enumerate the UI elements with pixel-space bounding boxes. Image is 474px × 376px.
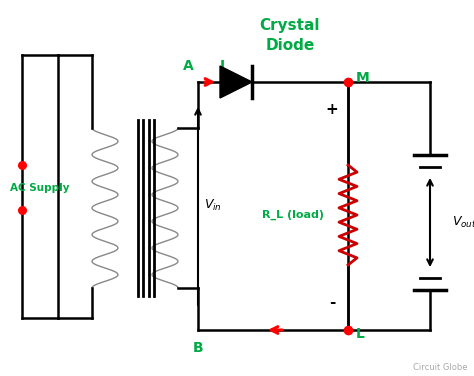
Text: $V_{out}$: $V_{out}$ [452, 215, 474, 230]
Text: $V_{in}$: $V_{in}$ [204, 197, 222, 212]
Text: Diode: Diode [265, 38, 315, 53]
Text: Circuit Globe: Circuit Globe [413, 363, 468, 372]
Polygon shape [220, 66, 252, 98]
Text: L: L [356, 327, 365, 341]
Text: -: - [329, 294, 335, 309]
Text: +: + [326, 103, 338, 117]
Text: AC Supply: AC Supply [10, 183, 70, 193]
Text: B: B [193, 341, 203, 355]
Text: I: I [219, 59, 225, 73]
Text: R_L (load): R_L (load) [262, 210, 324, 220]
Text: M: M [356, 71, 370, 85]
Text: A: A [182, 59, 193, 73]
Text: Crystal: Crystal [260, 18, 320, 33]
